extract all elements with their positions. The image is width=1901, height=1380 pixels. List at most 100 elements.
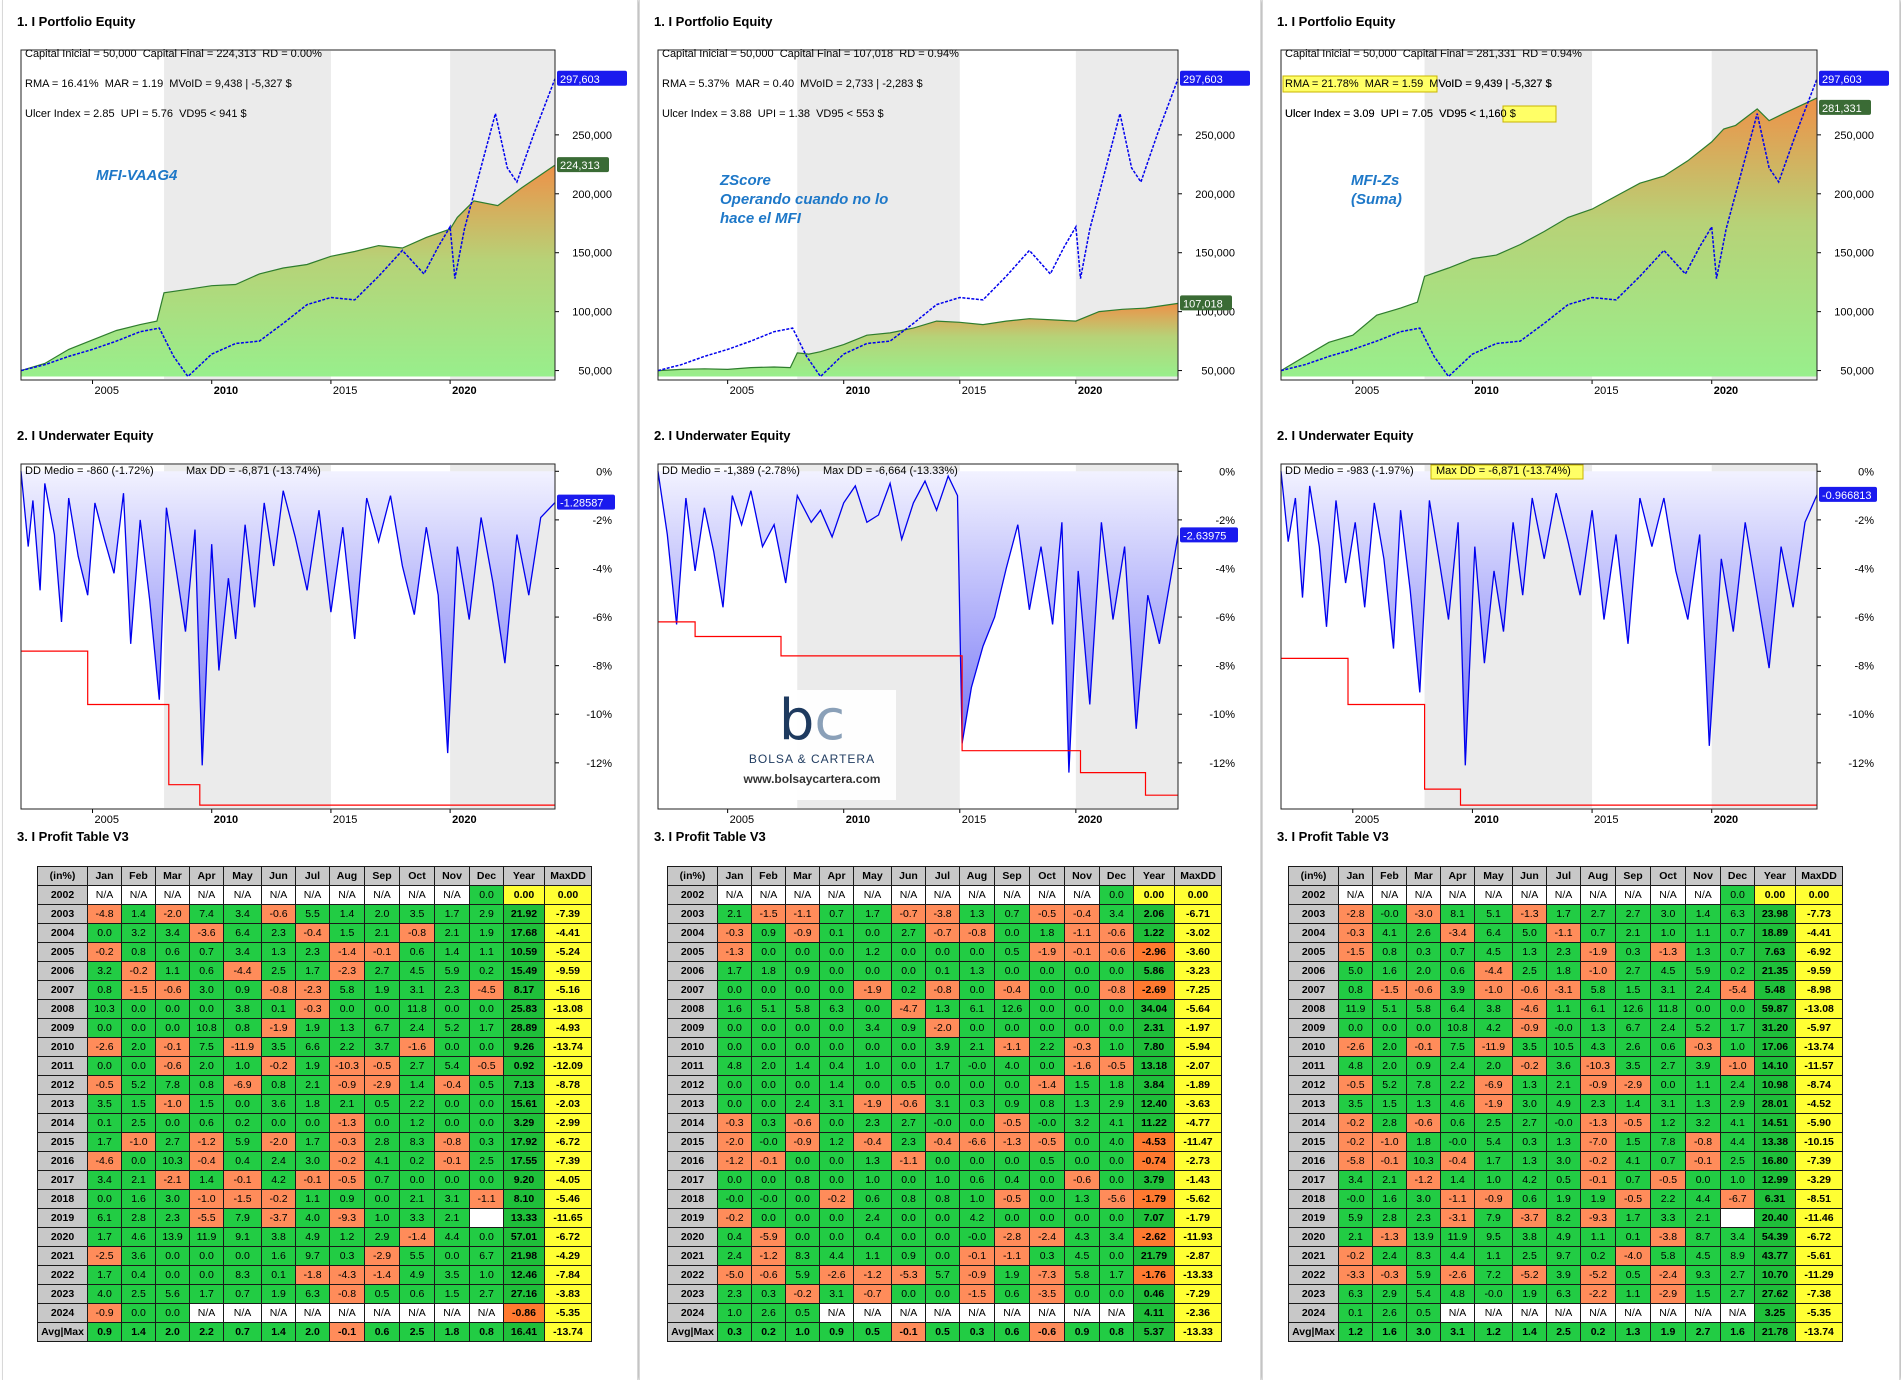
table-cell: 0.0 <box>751 1075 786 1095</box>
table-cell: -0.3 <box>1685 1037 1721 1057</box>
table-cell: 17.68 <box>503 923 545 943</box>
table-cell: 0.2 <box>223 1113 262 1133</box>
table-cell: -4.05 <box>544 1170 592 1190</box>
table-year-cell: 2002 <box>1288 885 1339 905</box>
table-cell: -5.62 <box>1174 1189 1222 1209</box>
table-cell: 0.0 <box>469 1113 504 1133</box>
table-cell: 1.1 <box>1685 923 1721 943</box>
table-cell: 0.0 <box>925 942 960 962</box>
table-cell: 0.0 <box>1064 980 1100 1000</box>
table-cell: 21.79 <box>1133 1246 1175 1266</box>
table-cell: 1.3 <box>959 961 995 981</box>
table-header-cell: Feb <box>1372 866 1407 886</box>
table-cell: 54.39 <box>1754 1227 1796 1247</box>
table-year-cell: 2012 <box>1288 1075 1339 1095</box>
table-cell: 4.5 <box>1650 961 1686 981</box>
table-cell: 0.0 <box>891 961 926 981</box>
table-cell: 0.7 <box>223 1284 262 1304</box>
table-cell: 0.0 <box>819 1037 854 1057</box>
table-cell: 10.8 <box>1440 1018 1475 1038</box>
table-cell: 11.22 <box>1133 1113 1175 1133</box>
table-cell: 6.1 <box>87 1208 122 1228</box>
table-cell: -1.6 <box>1064 1056 1100 1076</box>
equity-plot-border <box>657 49 1179 381</box>
table-row: 2010 -2.6 2.0 -0.1 7.5 -11.9 3.5 6.6 2.2 3.7 -1.6 0… <box>37 1037 592 1057</box>
y-tick-label: -6% <box>592 612 612 624</box>
drawdown-area <box>1281 471 1817 766</box>
table-cell: -4.52 <box>1795 1094 1843 1114</box>
table-cell: 0.0 <box>819 980 854 1000</box>
table-cell: -2.9 <box>1615 1075 1651 1095</box>
table-row: 2022 1.7 0.4 0.0 0.0 8.3 0.1 -1.8 -4.3 -1.4 4.9 3.5… <box>37 1265 592 1285</box>
table-cell: 1.7 <box>295 1132 330 1152</box>
stat-highlight <box>1502 105 1557 123</box>
table-cell: -0.9 <box>785 923 820 943</box>
table-row: 2021 2.4 -1.2 8.3 4.4 1.1 0.9 0.0 -0.1 -1.1 0.3 4.5… <box>667 1246 1222 1266</box>
y-tick-label: 0% <box>596 466 612 478</box>
table-cell: 0.0 <box>959 942 995 962</box>
table-cell: 2.9 <box>364 1227 400 1247</box>
table-cell: 7.80 <box>1133 1037 1175 1057</box>
table-cell: 18.89 <box>1754 923 1796 943</box>
table-year-cell: 2020 <box>1288 1227 1339 1247</box>
benchmark-line <box>657 78 1179 378</box>
table-cell: -0.8 <box>925 980 960 1000</box>
table-header-cell: May <box>853 866 892 886</box>
table-cell: 7.8 <box>1650 1132 1686 1152</box>
table-cell: 0.0 <box>717 980 752 1000</box>
table-row: 2019 6.1 2.8 2.3 -5.5 7.9 -3.7 4.0 -9.3 1.0 3.3 2.1… <box>37 1208 592 1228</box>
table-cell: -4.4 <box>223 961 262 981</box>
table-row: 2009 0.0 0.0 0.0 0.0 3.4 0.9 -2.0 0.0 0.0 0.0 0.0 0.… <box>667 1018 1222 1038</box>
table-cell: -3.7 <box>1512 1208 1547 1228</box>
table-cell: 3.79 <box>1133 1170 1175 1190</box>
table-cell: 3.6 <box>261 1094 296 1114</box>
table-cell: 0.4 <box>994 1170 1030 1190</box>
table-cell: 4.8 <box>1440 1284 1475 1304</box>
y-tick-label: -10% <box>1848 709 1874 721</box>
table-cell: 0.0 <box>819 961 854 981</box>
table-cell: 0.0 <box>1650 1075 1686 1095</box>
table-cell: 3.0 <box>189 980 224 1000</box>
table-row: 2021 -2.5 3.6 0.0 0.0 0.0 1.6 9.7 0.3 -2.9 5.5 0.0 6… <box>37 1246 592 1266</box>
table-header-cell: Dec <box>1099 866 1134 886</box>
table-cell: -0.3 <box>1064 1037 1100 1057</box>
table-row: 2009 0.0 0.0 0.0 10.8 0.8 -1.9 1.9 1.3 6.7 2.4 5.2 1… <box>37 1018 592 1038</box>
table-cell: 12.6 <box>1615 999 1651 1019</box>
table-cell: 0.8 <box>469 1322 504 1342</box>
table-cell: -0.8 <box>329 1284 365 1304</box>
table-cell: 9.3 <box>1685 1265 1721 1285</box>
table-cell: 0.7 <box>819 904 854 924</box>
table-cell: 2.1 <box>399 1189 435 1209</box>
table-cell: -3.8 <box>925 904 960 924</box>
table-year-cell: Avg|Max <box>667 1322 718 1342</box>
table-cell: 1.3 <box>1064 1094 1100 1114</box>
table-cell: 2.0 <box>189 1056 224 1076</box>
table-cell: -0.4 <box>1064 904 1100 924</box>
table-cell: 3.4 <box>1099 1227 1134 1247</box>
table-cell: -0.3 <box>1338 923 1373 943</box>
table-cell: -0.1 <box>1580 1170 1616 1190</box>
table-cell: 2.1 <box>329 1094 365 1114</box>
table-cell: -1.0 <box>1580 961 1616 981</box>
table-cell: 2.06 <box>1133 904 1175 924</box>
table-year-cell: 2009 <box>37 1018 88 1038</box>
table-row: 2023 6.3 2.9 5.4 4.8 -0.0 1.9 6.3 -2.2 1.1 -2.9 1.5… <box>1288 1284 1843 1304</box>
table-row: 2008 1.6 5.1 5.8 6.3 0.0 -4.7 1.3 6.1 12.6 0.0 0.0 0… <box>667 999 1222 1019</box>
table-cell: 0.6 <box>1650 1037 1686 1057</box>
table-cell: 2.7 <box>1615 961 1651 981</box>
table-header-cell: (in%) <box>1288 866 1339 886</box>
table-cell: 4.0 <box>994 1056 1030 1076</box>
table-year-cell: 2014 <box>1288 1113 1339 1133</box>
table-cell: 2.5 <box>1512 961 1547 981</box>
table-cell: 1.7 <box>1474 1151 1513 1171</box>
table-cell: -0.9 <box>1512 1018 1547 1038</box>
table-header-cell: MaxDD <box>1174 866 1222 886</box>
table-cell: -0.6 <box>155 980 190 1000</box>
table-cell: -0.3 <box>295 999 330 1019</box>
table-cell: 5.1 <box>751 999 786 1019</box>
table-cell: 0.3 <box>1406 942 1441 962</box>
table-cell: 1.4 <box>434 942 470 962</box>
table-row: 2008 11.9 5.1 5.8 6.4 3.8 -4.6 1.1 6.1 12.6 11.8 0.… <box>1288 999 1843 1019</box>
table-cell: 0.0 <box>925 1151 960 1171</box>
table-cell: 0.0 <box>1720 885 1755 905</box>
